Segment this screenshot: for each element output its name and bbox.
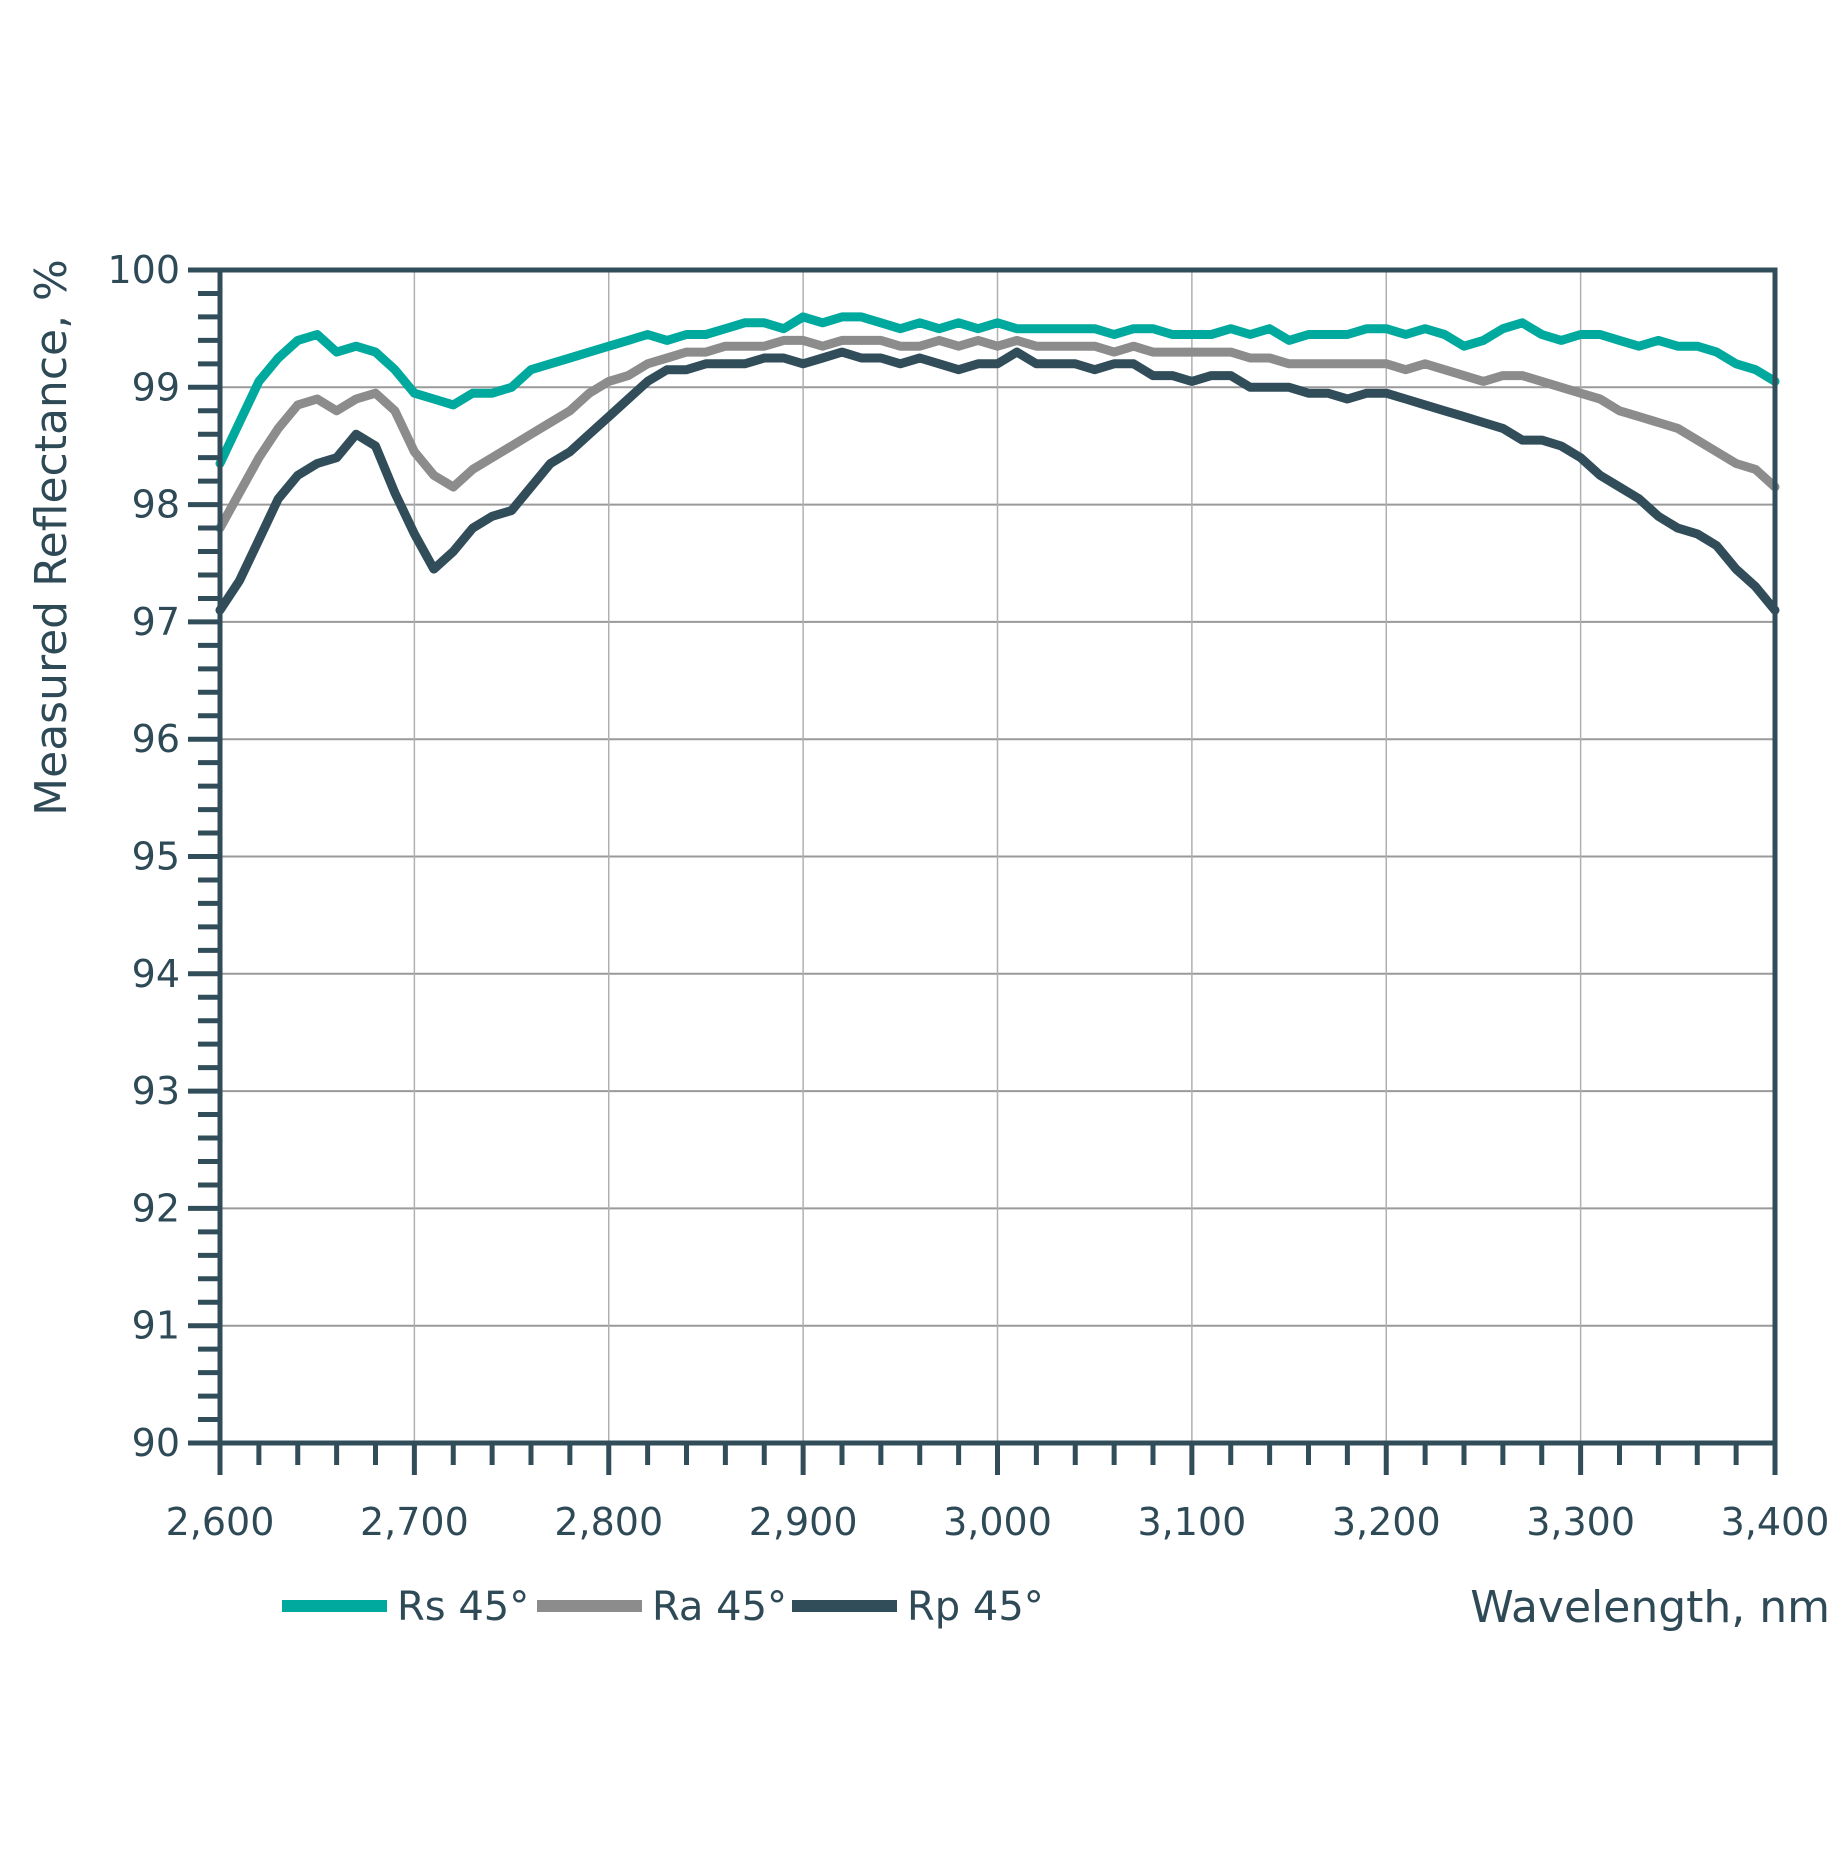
x-tick-label: 3,400	[1721, 1500, 1830, 1544]
y-tick-label: 98	[132, 483, 180, 527]
y-tick-label: 96	[132, 717, 180, 761]
series-line-1	[215, 312, 1780, 468]
x-tick-label: 3,100	[1137, 1500, 1246, 1544]
y-tick-label: 92	[132, 1186, 180, 1230]
x-tick-label: 3,200	[1332, 1500, 1441, 1544]
y-tick-label: 100	[107, 248, 180, 292]
x-tick-label: 2,600	[166, 1500, 275, 1544]
y-tick-label: 99	[132, 365, 180, 409]
y-axis-title: Measured Reflectance, %	[26, 259, 77, 816]
minor-tick-layer	[188, 267, 1778, 1475]
legend-label-2: Ra 45°	[652, 1584, 787, 1630]
x-tick-label: 2,700	[360, 1500, 469, 1544]
x-tick-label: 3,000	[943, 1500, 1052, 1544]
x-tick-label: 3,300	[1526, 1500, 1635, 1544]
x-tick-label: 2,900	[749, 1500, 858, 1544]
y-tick-label: 97	[132, 600, 180, 644]
x-axis-title: Wavelength, nm	[1470, 1582, 1830, 1633]
series-line-3	[215, 347, 1780, 615]
legend-label-3: Rp 45°	[907, 1584, 1044, 1630]
y-tick-label: 95	[132, 835, 180, 879]
y-tick-label: 91	[132, 1304, 180, 1348]
y-tick-label: 94	[132, 952, 180, 996]
series-layer	[215, 312, 1780, 615]
legend: Rs 45° Ra 45° Rp 45°	[282, 1584, 1044, 1630]
legend-label-1: Rs 45°	[397, 1584, 529, 1630]
y-tick-label: 90	[132, 1421, 180, 1465]
series-line-2	[215, 335, 1780, 533]
y-tick-label: 93	[132, 1069, 180, 1113]
tick-label-layer: 90 91 92 93 94 95 96 97 98 99 100 2,600 2,700 2,800 2,…	[107, 248, 1829, 1544]
x-tick-label: 2,800	[554, 1500, 663, 1544]
grid-layer	[220, 270, 1775, 1443]
